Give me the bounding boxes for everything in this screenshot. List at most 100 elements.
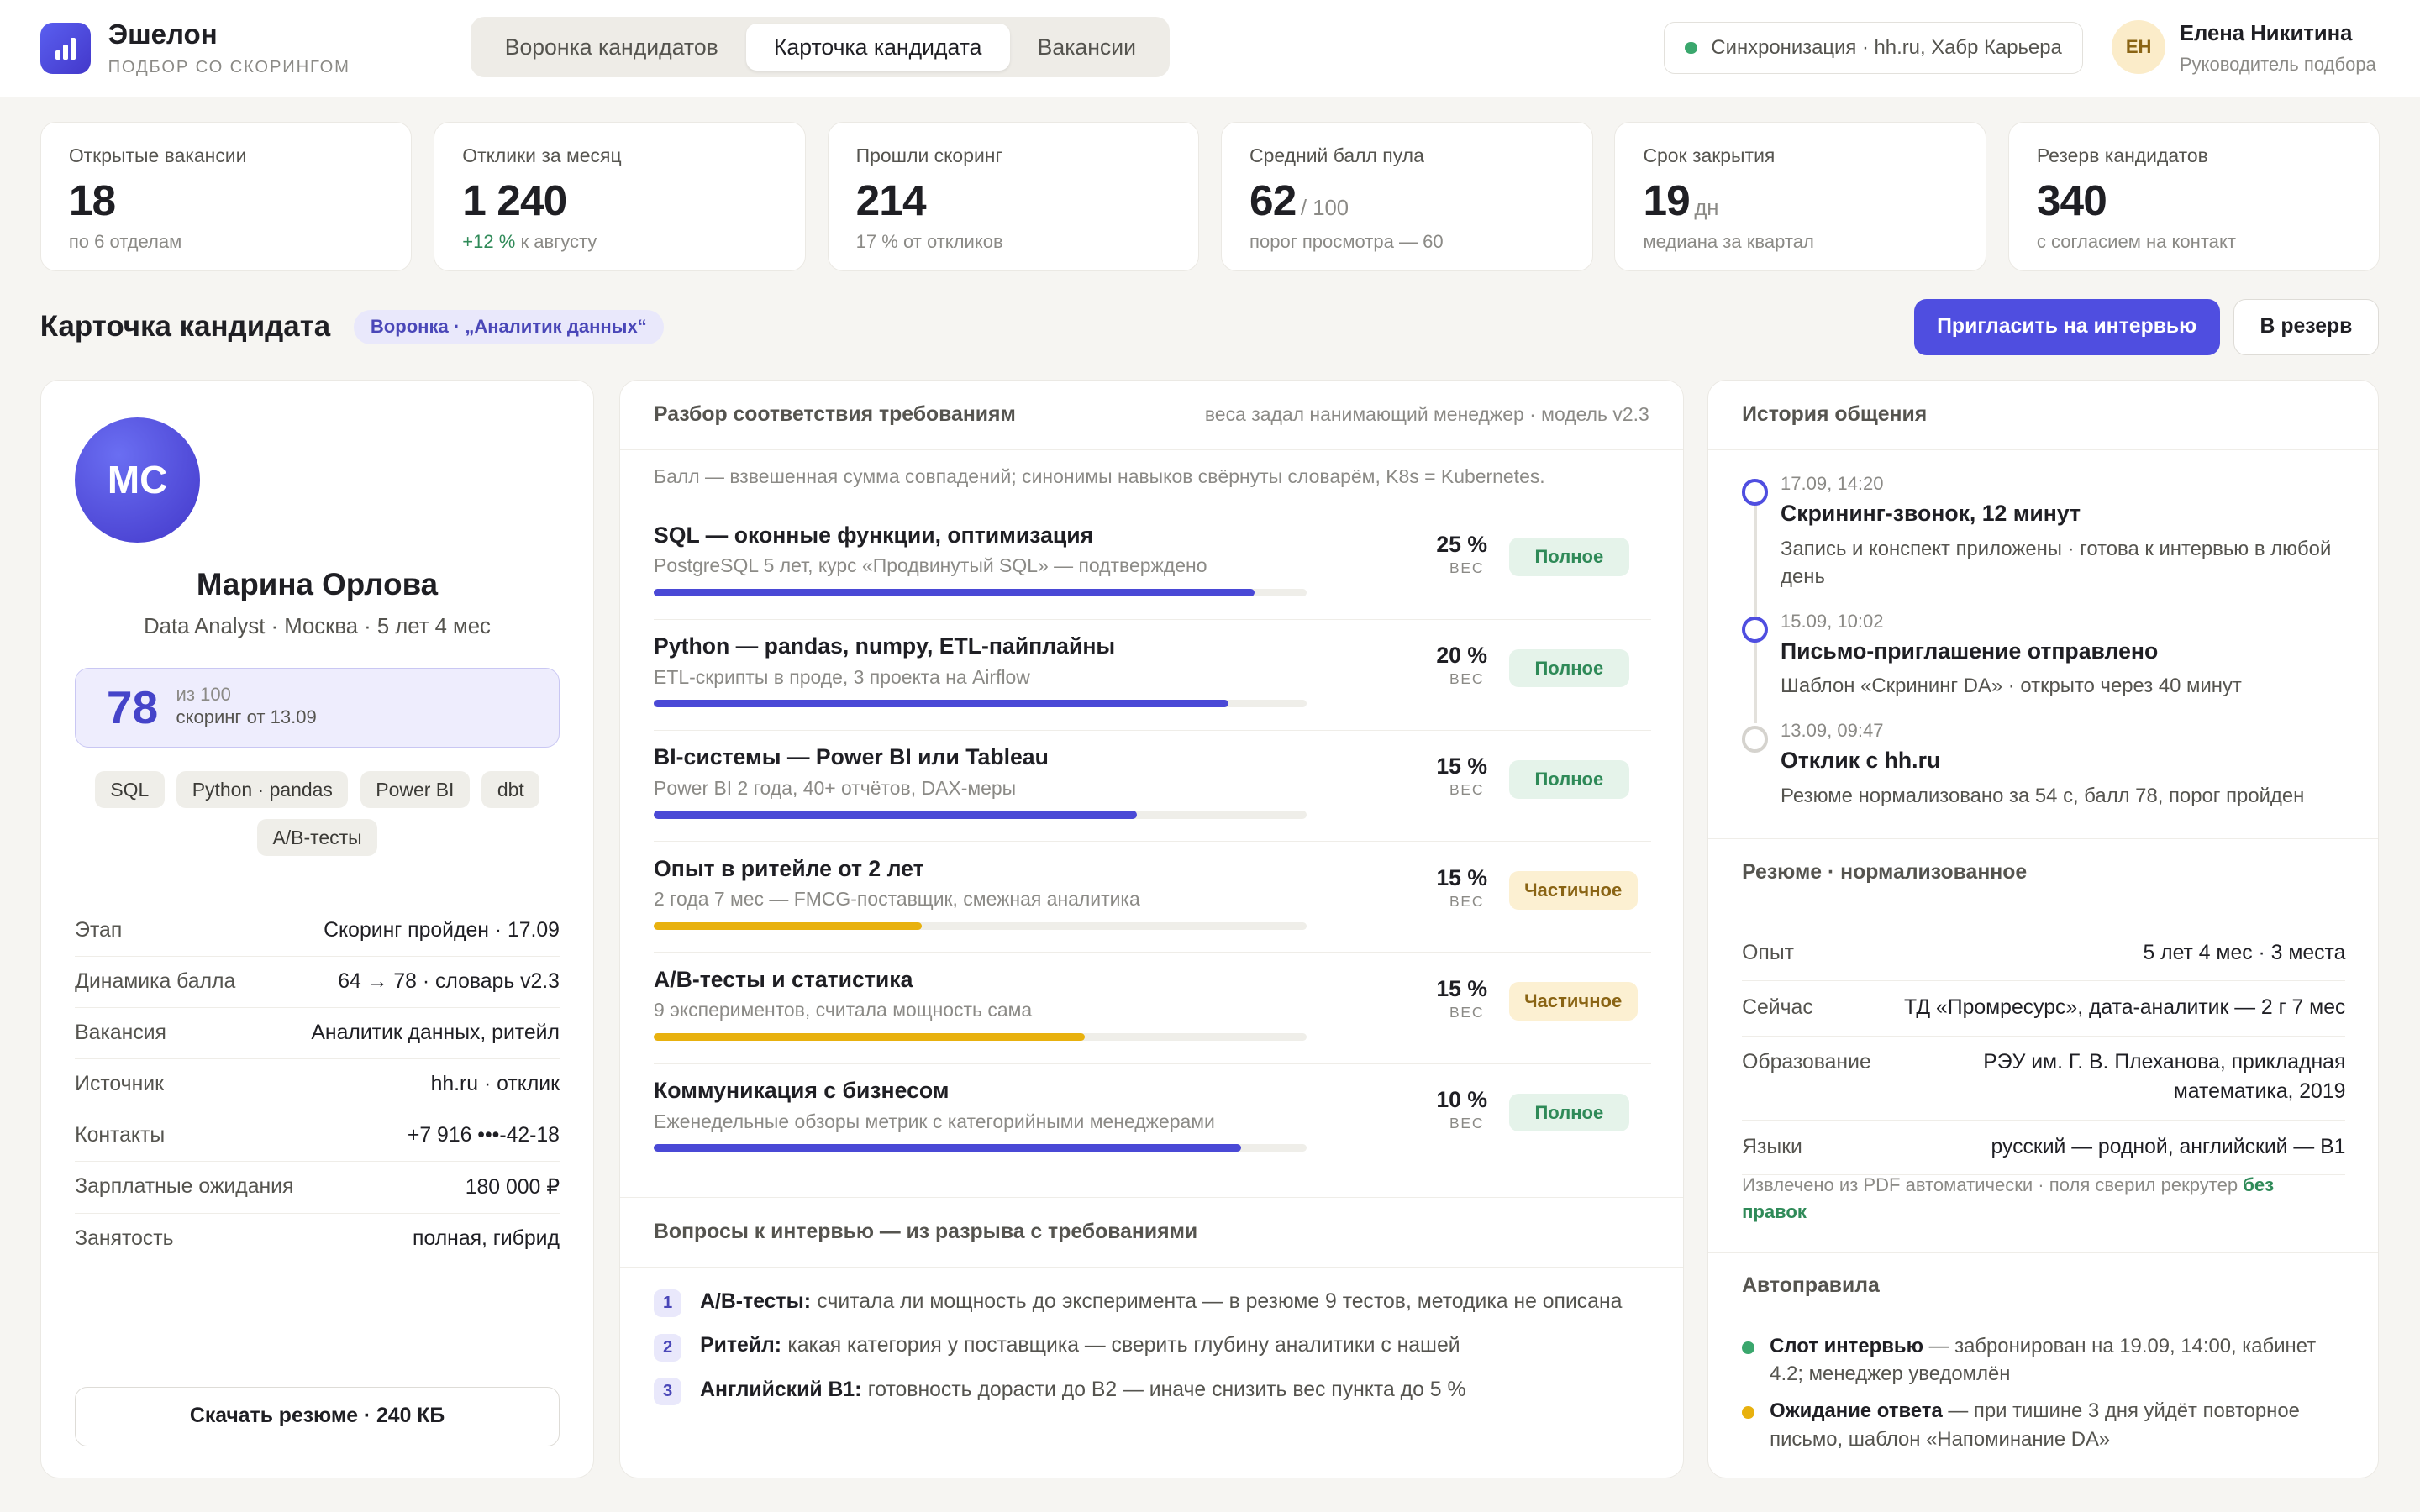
match-bar-fill — [654, 1144, 1242, 1152]
requirement-row: A/B-тесты и статистика 9 экспериментов, с… — [654, 953, 1651, 1064]
status-dot-icon — [1742, 1406, 1754, 1420]
funnel-badge: Воронка · „Аналитик данных“ — [353, 310, 664, 344]
match-bar — [654, 1144, 1307, 1152]
requirement-title: A/B-тесты и статистика — [654, 966, 913, 992]
app-name: Эшелон — [108, 19, 218, 51]
download-resume-button[interactable]: Скачать резюме · 240 КБ — [75, 1386, 560, 1447]
tab-vacancies[interactable]: Вакансии — [1037, 34, 1136, 60]
kpi-value: 19 дн — [1643, 175, 1719, 224]
kpi-label: Срок закрытия — [1643, 144, 1776, 166]
weight-label: ВЕС — [1449, 892, 1485, 910]
requirement-row: Опыт в ритейле от 2 лет 2 года 7 мес — FM… — [654, 842, 1651, 953]
requirement-desc: PostgreSQL 5 лет, курс «Продвинутый SQL»… — [654, 554, 1207, 577]
rules-header: Автоправила — [1707, 1252, 2378, 1320]
main-tabs: Воронка кандидатов Карточка кандидата Ва… — [471, 17, 1171, 77]
timeline-dot-icon — [1742, 726, 1769, 753]
match-bar — [654, 588, 1307, 597]
app-header: Эшелон ПОДБОР СО СКОРИНГОМ Воронка канди… — [0, 0, 2420, 97]
tab-funnel[interactable]: Воронка кандидатов — [504, 34, 718, 60]
avatar[interactable]: ЕН — [2112, 19, 2166, 75]
fact-row: Вакансия Аналитик данных, ритейл — [75, 1008, 560, 1059]
requirement-row: Коммуникация с бизнесом Еженедельные обзо… — [654, 1064, 1651, 1175]
history-header: История общения — [1707, 381, 2378, 450]
weight-label: ВЕС — [1449, 1115, 1485, 1132]
weight-label: ВЕС — [1449, 1003, 1485, 1021]
score-date: скоринг от 13.09 — [176, 706, 317, 728]
rule-item: Слот интервью — забронирован на 19.09, 1… — [1742, 1332, 2345, 1388]
kpi-value: 340 — [2036, 175, 2107, 224]
match-status-badge: Полное — [1508, 1093, 1629, 1132]
requirement-title: SQL — оконные функции, оптимизация — [654, 522, 1094, 548]
history-title: История общения — [1742, 402, 1928, 426]
kpi-card: Средний балл пула 62/ 100 порог просмотр… — [1220, 122, 1593, 272]
match-bar-fill — [654, 588, 1255, 597]
requirement-weight: 20 % — [1436, 643, 1487, 669]
status-dot-icon — [1742, 1341, 1754, 1355]
requirement-weight: 10 % — [1436, 1087, 1487, 1113]
requirement-title: Опыт в ритейле от 2 лет — [654, 855, 924, 881]
skill-chip: dbt — [481, 770, 540, 808]
requirement-title: BI-системы — Power BI или Tableau — [654, 744, 1049, 770]
requirement-desc: 9 экспериментов, считала мощность сама — [654, 999, 1033, 1021]
brand: Эшелон ПОДБОР СО СКОРИНГОМ — [108, 19, 350, 76]
questions-title: Вопросы к интервью — из разрыва с требов… — [654, 1220, 1198, 1243]
sync-ok-icon — [1685, 41, 1697, 55]
questions-header: Вопросы к интервью — из разрыва с требов… — [619, 1196, 1684, 1268]
resume-row: Языки русский — родной, английский — B1 — [1742, 1121, 2346, 1176]
requirements-card: Разбор соответствия требованиям веса зад… — [618, 379, 1685, 1478]
tab-candidate-card[interactable]: Карточка кандидата — [745, 23, 1010, 71]
resume-note: Извлечено из PDF автоматически · поля св… — [1742, 1174, 2275, 1222]
match-bar-fill — [654, 1032, 1085, 1042]
requirement-row: BI-системы — Power BI или Tableau Power B… — [654, 731, 1651, 843]
rules-title: Автоправила — [1742, 1274, 1880, 1298]
timeline-dot-icon — [1742, 479, 1769, 506]
kpi-card: Отклики за месяц 1 240 +12 % к августу — [434, 122, 806, 272]
weight-label: ВЕС — [1449, 781, 1485, 799]
rule-item: Ожидание ответа — при тишине 3 дня уйдёт… — [1742, 1397, 2345, 1452]
requirements-note: Балл — взвешенная сумма совпадений; сино… — [654, 465, 1545, 487]
timeline-item: 15.09, 10:02 Письмо-приглашение отправле… — [1742, 611, 2352, 720]
page-title: Карточка кандидата — [39, 310, 331, 344]
user-role: Руководитель подбора — [2179, 53, 2376, 75]
sync-status[interactable]: Синхронизация · hh.ru, Хабр Карьера — [1664, 21, 2083, 75]
fact-row: Источник hh.ru · отклик — [75, 1059, 560, 1111]
history-timeline: 17.09, 14:20 Скрининг-звонок, 12 минут З… — [1742, 473, 2352, 809]
invite-button[interactable]: Пригласить на интервью — [1913, 299, 2220, 355]
requirement-desc: Еженедельные обзоры метрик с категорийны… — [654, 1110, 1215, 1132]
requirement-row: Python — pandas, numpy, ETL-пайплайны ETL… — [654, 620, 1651, 731]
reserve-button[interactable]: В резерв — [2233, 299, 2379, 355]
app-subtitle: ПОДБОР СО СКОРИНГОМ — [108, 57, 350, 76]
score-value: 78 — [106, 681, 159, 734]
user-info[interactable]: Елена Никитина Руководитель подбора — [2180, 22, 2376, 76]
timeline-item: 17.09, 14:20 Скрининг-звонок, 12 минут З… — [1742, 473, 2352, 610]
match-bar-fill — [654, 921, 922, 930]
requirement-weight: 15 % — [1436, 975, 1487, 1001]
bar-chart-logo-icon — [39, 23, 92, 74]
match-bar-fill — [654, 811, 1138, 819]
resume-row: Опыт 5 лет 4 мес · 3 места — [1742, 927, 2346, 982]
candidate-profile-card: МС Марина Орлова Data Analyst · Москва ·… — [39, 379, 595, 1478]
question-item: 2 Ритейл: какая категория у поставщика — с… — [654, 1324, 1657, 1368]
requirement-desc: ETL-скрипты в проде, 3 проекта на Airflo… — [654, 665, 1030, 688]
requirement-weight: 15 % — [1436, 864, 1487, 890]
resume-list: Опыт 5 лет 4 мес · 3 места Сейчас ТД «Пром… — [1742, 927, 2346, 1176]
kpi-card: Срок закрытия 19 дн медиана за квартал — [1614, 122, 1987, 272]
rules-list: Слот интервью — забронирован на 19.09, 1… — [1742, 1332, 2345, 1462]
kpi-sub: по 6 отделам — [68, 231, 182, 253]
kpi-sub: +12 % к августу — [462, 231, 597, 253]
skill-chip: A/B-тесты — [257, 818, 377, 856]
kpi-sub: с согласием на контакт — [2036, 231, 2236, 253]
match-bar — [654, 700, 1307, 708]
kpi-value: 214 — [855, 175, 927, 224]
match-bar — [654, 921, 1307, 930]
kpi-value: 1 240 — [462, 175, 567, 224]
kpi-sub: медиана за квартал — [1643, 231, 1814, 253]
match-bar-fill — [654, 700, 1228, 708]
kpi-card: Прошли скоринг 214 17 % от откликов — [827, 122, 1200, 272]
kpi-label: Средний балл пула — [1249, 144, 1424, 166]
skill-chip: Power BI — [360, 770, 470, 808]
skill-chip: SQL — [95, 770, 165, 808]
skill-chips: SQL Python · pandas Power BI dbt A/B-тес… — [75, 770, 560, 856]
no-edits-link[interactable]: без правок — [1742, 1174, 2275, 1222]
history-card: История общения 17.09, 14:20 Скрининг-зв… — [1707, 379, 2379, 1478]
